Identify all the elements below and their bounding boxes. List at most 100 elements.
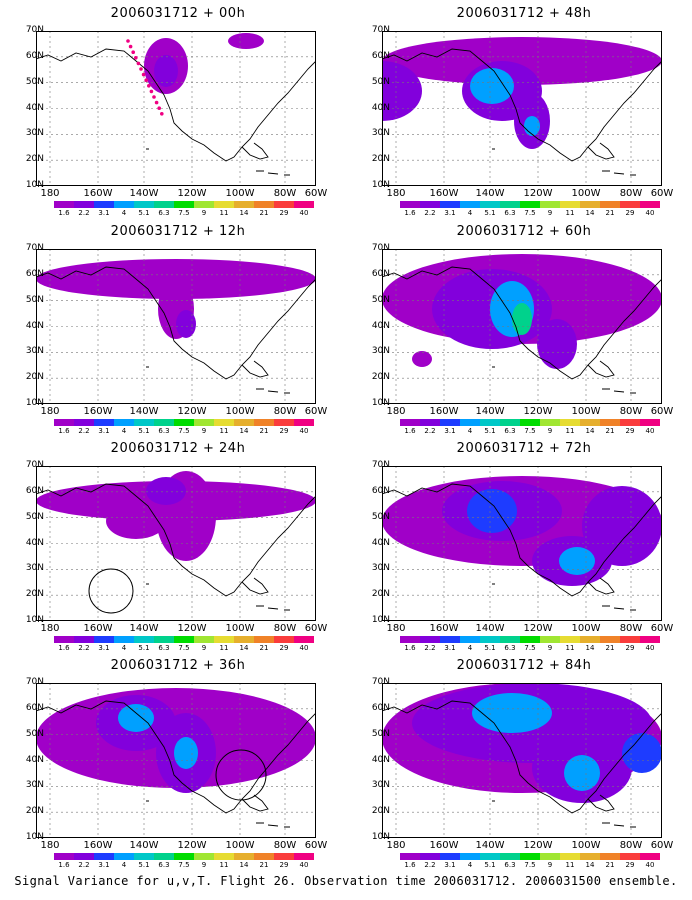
color-scale-swatch (460, 636, 480, 643)
color-scale-label: 5.1 (484, 644, 496, 652)
color-scale-label: 3.1 (98, 427, 110, 435)
color-scale-swatch (294, 201, 314, 208)
color-scale-swatch (234, 636, 254, 643)
color-scale-swatch (294, 419, 314, 426)
color-scale-label: 6.3 (158, 427, 170, 435)
color-scale-label: 4 (121, 427, 127, 435)
color-scale-swatch (540, 201, 560, 208)
color-scale-label: 2.2 (424, 209, 436, 217)
color-scale-swatch (74, 419, 94, 426)
latitude-label: 70N (371, 460, 390, 470)
color-scale-swatch (500, 201, 520, 208)
latitude-label: 20N (371, 806, 390, 817)
color-scale-swatch (460, 419, 480, 426)
coastline (241, 794, 269, 812)
color-scale-label: 2.2 (78, 209, 90, 217)
color-scale-swatch (74, 636, 94, 643)
color-scale-swatch (174, 853, 194, 860)
flight-track-point (154, 100, 159, 105)
color-scale-swatch (500, 636, 520, 643)
latitude-label: 60N (25, 485, 44, 496)
panel-title: 2006031712 + 48h (456, 6, 592, 21)
islands (492, 583, 636, 611)
color-scale-swatch (400, 419, 420, 426)
color-scale-swatch (600, 201, 620, 208)
map-svg (382, 249, 662, 404)
color-scale-swatch (420, 853, 440, 860)
longitude-label: 160W (83, 406, 113, 417)
longitude-label: 100W (571, 840, 601, 851)
latitude-label: 10N (25, 398, 44, 408)
map-frame (36, 683, 316, 838)
map-panel: 2006031712 + 72h 70N 60N 50N 40N 30N 20N 10N 180… (364, 441, 684, 652)
longitude-label: 140W (475, 406, 505, 417)
color-scale-label: 3.1 (444, 644, 456, 652)
color-scale-swatch (174, 419, 194, 426)
color-scale-swatch (580, 636, 600, 643)
color-scale-label: 40 (299, 861, 309, 869)
longitude-label: 120W (523, 406, 553, 417)
longitude-label: 80W (619, 406, 643, 417)
color-scale-swatch (400, 201, 420, 208)
map-svg (382, 31, 662, 186)
map-plot (36, 683, 316, 838)
color-scale-label: 1.6 (404, 427, 416, 435)
color-scale-swatch (480, 853, 500, 860)
color-scale-label: 6.3 (158, 861, 170, 869)
latitude-label: 30N (25, 780, 44, 791)
color-scale-swatch (580, 853, 600, 860)
panel-title: 2006031712 + 60h (456, 224, 592, 239)
latitude-label: 70N (25, 677, 44, 687)
flight-track-point (126, 39, 130, 43)
color-scale-label: 9 (547, 644, 553, 652)
map-svg (382, 683, 662, 838)
panel-title: 2006031712 + 00h (110, 6, 246, 21)
longitude-label: 100W (225, 623, 255, 634)
latitude-label: 40N (25, 102, 44, 113)
longitude-label: 60W (304, 406, 328, 417)
latitude-label: 40N (371, 102, 390, 113)
color-scale-label: 6.3 (504, 861, 516, 869)
coastline (382, 48, 662, 162)
color-scale-swatch (114, 636, 134, 643)
color-scale-bar (400, 419, 660, 426)
color-scale-label: 5.1 (138, 861, 150, 869)
color-scale-swatch (640, 419, 660, 426)
coastline (36, 48, 316, 162)
color-scale-swatch (640, 201, 660, 208)
color-scale-swatch (254, 201, 274, 208)
color-scale-label: 7.5 (178, 209, 190, 217)
color-scale-label: 11 (565, 427, 575, 435)
color-scale-swatch (154, 636, 174, 643)
color-scale-swatch (194, 853, 214, 860)
color-scale-label: 1.6 (404, 644, 416, 652)
color-scale-swatch (194, 201, 214, 208)
color-scale-swatch (580, 419, 600, 426)
latitude-label: 60N (371, 702, 390, 713)
color-scale-label: 14 (585, 644, 595, 652)
map-plot (36, 31, 316, 186)
color-scale-swatch (420, 201, 440, 208)
latitude-label: 40N (371, 754, 390, 765)
map-svg (36, 466, 316, 621)
latitude-label: 50N (25, 728, 44, 739)
variance-shading (176, 310, 196, 338)
color-scale-swatch (94, 201, 114, 208)
color-scale-label: 40 (645, 861, 655, 869)
latitude-label: 40N (25, 537, 44, 548)
color-scale-swatch (580, 201, 600, 208)
longitude-label: 120W (177, 406, 207, 417)
color-scale-label: 4 (467, 209, 473, 217)
longitude-label: 60W (650, 840, 674, 851)
color-scale-swatch (174, 201, 194, 208)
variance-shading (512, 303, 532, 335)
color-scale-label: 11 (219, 644, 229, 652)
latitude-label: 40N (25, 320, 44, 331)
color-scale-swatch (214, 636, 234, 643)
longitude-label: 80W (619, 623, 643, 634)
latitude-label: 10N (371, 398, 390, 408)
color-scale-swatch (254, 636, 274, 643)
longitude-label: 160W (429, 406, 459, 417)
color-scale-label: 21 (605, 209, 615, 217)
color-scale-label: 29 (625, 644, 635, 652)
